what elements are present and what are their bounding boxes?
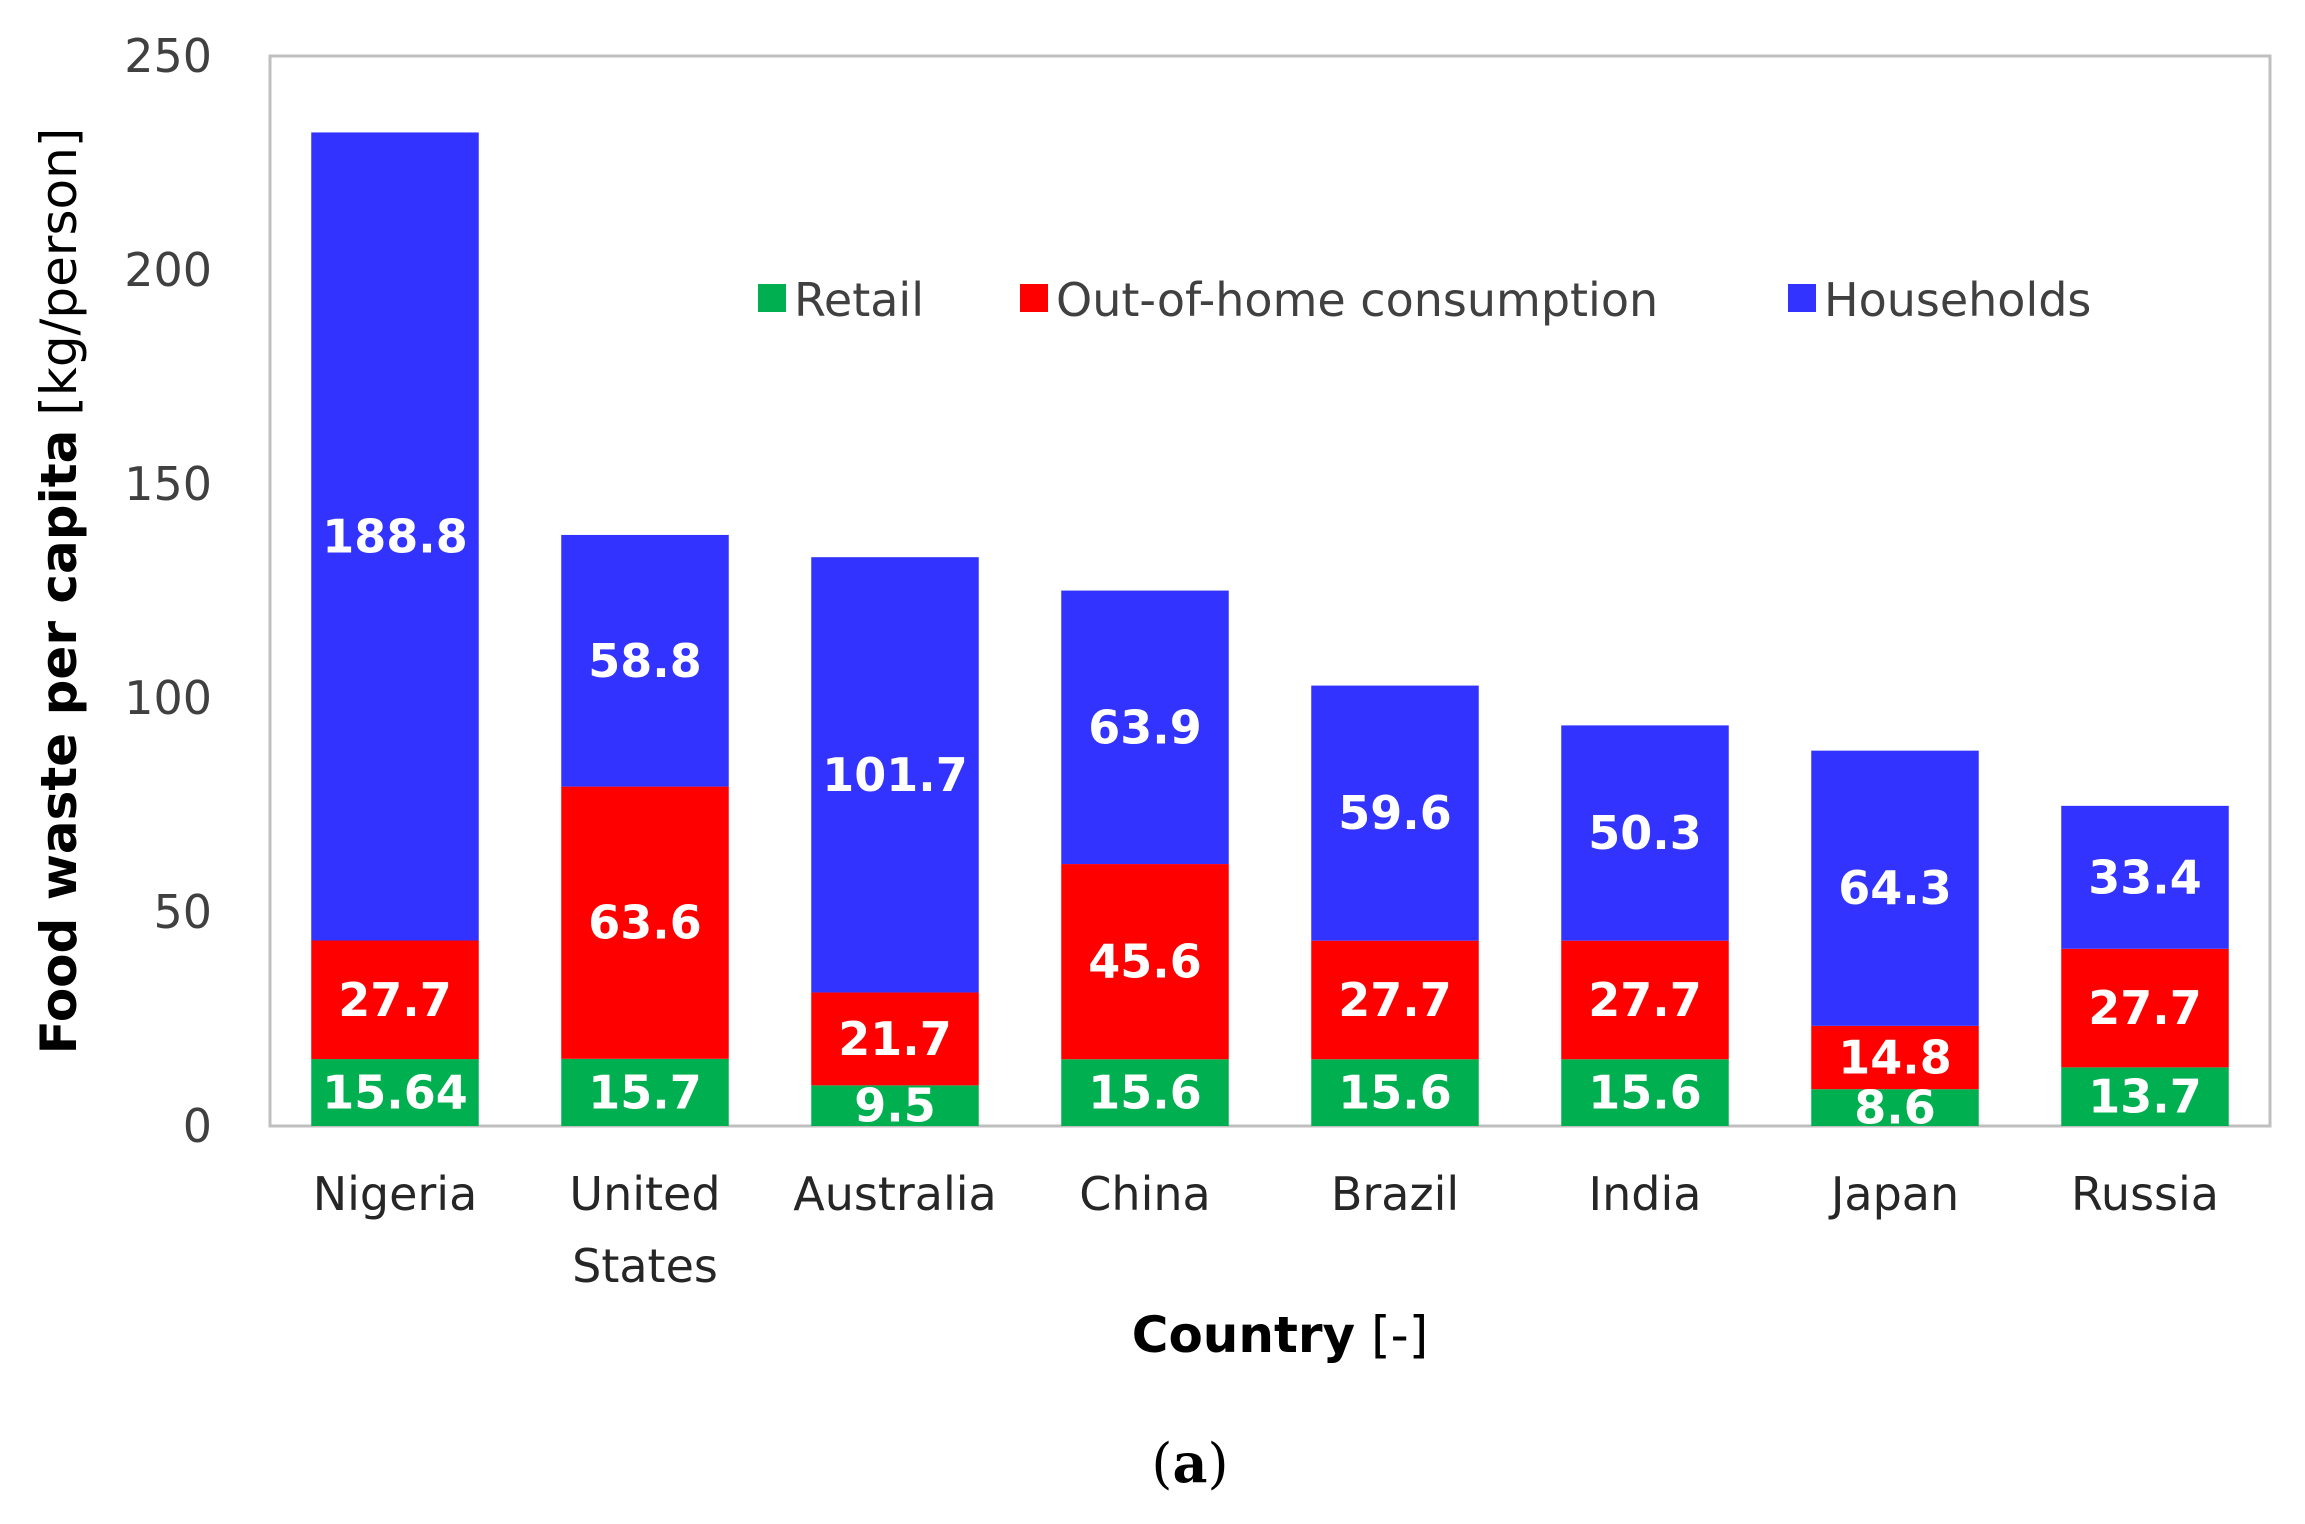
bar-segment-out-of-home-consumption: [811, 992, 979, 1086]
bar-segment-retail: [1061, 1059, 1229, 1126]
bar-segment-out-of-home-consumption: [1311, 940, 1479, 1060]
x-category-label: Nigeria: [313, 1167, 478, 1221]
data-label: 27.7: [2088, 981, 2202, 1035]
bar-segment-retail: [561, 1058, 729, 1126]
legend-swatch: [758, 284, 786, 312]
x-axis-category-labels: Nigeria United States Australia China Brazil I…: [313, 1167, 2219, 1293]
data-label: 8.6: [1854, 1081, 1936, 1135]
y-tick-label: 200: [124, 243, 212, 297]
bar-segment-out-of-home-consumption: [311, 940, 479, 1060]
data-label: 9.5: [854, 1079, 936, 1133]
bar-segment-households: [561, 534, 729, 787]
x-axis-title-unit: [-]: [1371, 1306, 1428, 1364]
x-category-label: Japan: [1828, 1167, 1959, 1221]
legend: Retail Out-of-home consumption Households: [758, 273, 2091, 327]
data-label: 33.4: [2088, 850, 2202, 904]
data-label: 45.6: [1088, 935, 1202, 989]
bar-segment-households: [311, 132, 479, 941]
x-category-label: Australia: [793, 1167, 996, 1221]
bar-segment-retail: [1311, 1059, 1479, 1126]
y-tick-label: 0: [183, 1099, 212, 1153]
bar-segment-retail: [811, 1085, 979, 1126]
data-label: 27.7: [338, 973, 452, 1027]
bar-segment-households: [2061, 805, 2229, 949]
y-axis-title-main: Food waste per capita: [30, 430, 88, 1055]
legend-label: Retail: [794, 273, 924, 327]
bar-segment-retail: [1561, 1059, 1729, 1126]
legend-swatch: [1788, 284, 1816, 312]
bar-segment-out-of-home-consumption: [1811, 1025, 1979, 1090]
y-axis-ticks: 0 50 100 150 200 250: [124, 29, 212, 1153]
x-category-label: China: [1079, 1167, 1210, 1221]
data-label: 101.7: [822, 748, 968, 802]
x-category-label: India: [1589, 1167, 1702, 1221]
bar-segment-households: [811, 557, 979, 993]
plot-area-frame: [268, 54, 2272, 1128]
y-tick-label: 250: [124, 29, 212, 83]
legend-label: Households: [1824, 273, 2091, 327]
bars-group: [311, 132, 2229, 1126]
data-label: 27.7: [1338, 973, 1452, 1027]
data-label: 13.7: [2088, 1070, 2202, 1124]
bar-segment-households: [1311, 685, 1479, 941]
x-axis-title: Country [-]: [1132, 1306, 1428, 1364]
y-tick-label: 100: [124, 671, 212, 725]
data-label: 50.3: [1588, 806, 1702, 860]
bar-segment-out-of-home-consumption: [2061, 948, 2229, 1068]
data-label: 63.9: [1088, 700, 1202, 754]
bar-segment-out-of-home-consumption: [1061, 864, 1229, 1060]
data-labels-group: 15.64 27.7 188.8 15.7 63.6 58.8 9.5 21.7 101.7 15…: [322, 509, 2202, 1134]
data-label: 15.6: [1588, 1066, 1702, 1120]
data-label: 15.7: [588, 1065, 702, 1119]
data-label: 27.7: [1588, 973, 1702, 1027]
bar-segment-retail: [2061, 1067, 2229, 1126]
panel-letter: a: [1173, 1431, 1208, 1495]
y-tick-label: 50: [153, 885, 212, 939]
x-category-label: Brazil: [1331, 1167, 1459, 1221]
data-label: 15.6: [1088, 1066, 1202, 1120]
bar-segment-households: [1811, 750, 1979, 1026]
bar-segment-households: [1061, 590, 1229, 865]
legend-swatch: [1020, 284, 1048, 312]
data-label: 188.8: [322, 509, 468, 563]
x-category-label: Russia: [2071, 1167, 2219, 1221]
data-label: 59.6: [1338, 786, 1452, 840]
bar-segment-out-of-home-consumption: [561, 786, 729, 1059]
panel-label: (a): [1151, 1431, 1228, 1495]
data-label: 15.6: [1338, 1066, 1452, 1120]
y-tick-label: 150: [124, 457, 212, 511]
x-category-label: States: [572, 1239, 718, 1293]
data-label: 63.6: [588, 896, 702, 950]
data-label: 15.64: [322, 1066, 468, 1120]
bar-segment-out-of-home-consumption: [1561, 940, 1729, 1060]
data-label: 58.8: [588, 634, 702, 688]
data-label: 21.7: [838, 1012, 952, 1066]
data-label: 64.3: [1838, 861, 1952, 915]
y-axis-title-unit: [kg/person]: [30, 128, 88, 416]
data-label: 14.8: [1838, 1031, 1952, 1085]
x-category-label: United: [569, 1167, 720, 1221]
bar-segment-retail: [1811, 1089, 1979, 1126]
bar-segment-retail: [311, 1059, 479, 1126]
y-axis-title: Food waste per capita [kg/person]: [30, 128, 88, 1055]
x-axis-title-main: Country: [1132, 1306, 1355, 1364]
legend-label: Out-of-home consumption: [1056, 273, 1658, 327]
bar-segment-households: [1561, 725, 1729, 941]
